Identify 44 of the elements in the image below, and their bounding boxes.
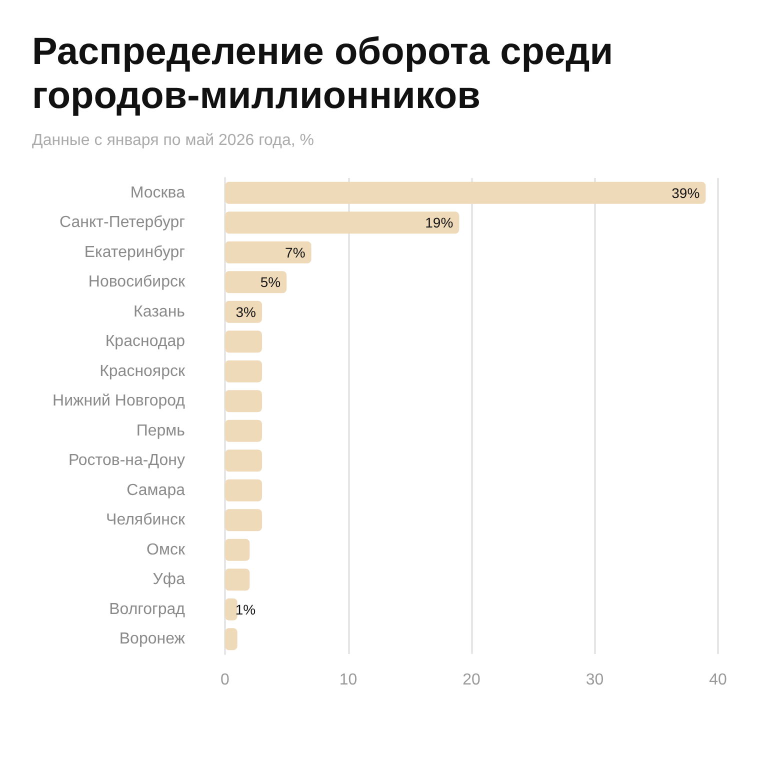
bar [225, 360, 262, 382]
data-label: 39% [672, 184, 700, 201]
x-tick-label: 30 [586, 672, 604, 688]
bar [225, 568, 250, 591]
bar [225, 182, 706, 204]
data-label: 1% [235, 601, 256, 618]
bar [225, 390, 262, 412]
bar [225, 241, 312, 264]
y-tick-label: Екатеринбург [84, 244, 186, 261]
x-tick-label: 40 [709, 672, 727, 688]
y-tick-label: Воронеж [119, 630, 186, 648]
data-label: 3% [236, 304, 256, 320]
y-tick-label: Санкт-Петербург [60, 214, 186, 232]
y-tick-label: Самара [126, 482, 186, 499]
bar [225, 538, 250, 561]
bar [225, 271, 287, 294]
y-tick-label: Москва [130, 184, 186, 202]
y-tick-label: Челябинск [106, 512, 186, 529]
chart-title: Распределение оборота среди городов-миллионников [32, 30, 614, 118]
data-label: 5% [260, 274, 281, 290]
y-tick-label: Нижний Новгород [52, 392, 186, 410]
x-tick-label: 0 [220, 672, 230, 688]
bar [225, 509, 262, 532]
y-tick-label: Краснодар [105, 333, 186, 350]
x-tick-label: 10 [339, 672, 358, 688]
y-tick-label: Уфа [152, 571, 186, 588]
y-tick-label: Волгоград [109, 600, 186, 618]
bar [225, 479, 262, 502]
bar [225, 212, 460, 234]
y-tick-label: Красноярск [100, 362, 186, 380]
y-tick-label: Казань [134, 303, 185, 320]
bar [225, 598, 238, 620]
bar [225, 450, 262, 472]
data-label: 7% [285, 244, 306, 260]
data-label: 19% [425, 214, 454, 231]
bar [225, 628, 238, 650]
y-tick-label: Пермь [136, 422, 185, 440]
y-tick-label: Ростов-на-Дону [68, 452, 185, 470]
bar [225, 330, 262, 353]
y-tick-label: Омск [146, 541, 186, 558]
bar [225, 420, 262, 442]
y-tick-label: Новосибирск [88, 274, 186, 291]
x-tick-label: 20 [462, 672, 480, 688]
chart-subtitle: Данные с января по май 2026 года, % [32, 132, 315, 150]
